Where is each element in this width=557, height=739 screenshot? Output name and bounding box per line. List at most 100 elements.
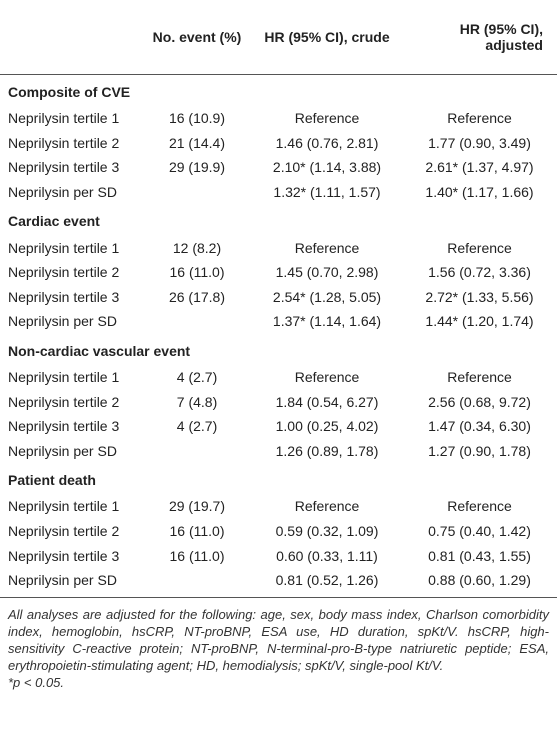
crude-cell: 2.54* (1.28, 5.05) <box>272 288 382 305</box>
crude-cell: 0.60 (0.33, 1.11) <box>276 547 378 564</box>
events-cell <box>142 309 252 334</box>
events-cell <box>142 439 252 464</box>
adjusted-cell: Reference <box>447 110 512 127</box>
events-cell: 4 (2.7) <box>176 418 218 435</box>
data-row: Neprilysin per SD 1.26 (0.89, 1.78) 1.27 (… <box>0 439 557 464</box>
section-row: Non-cardiac vascular event <box>0 334 557 365</box>
section-row: Patient death <box>0 463 557 494</box>
section-title: Cardiac event <box>8 213 100 230</box>
footnote: All analyses are adjusted for the follow… <box>8 606 549 673</box>
row-label: Neprilysin tertile 2 <box>8 134 120 151</box>
events-cell: 7 (4.8) <box>176 393 218 410</box>
data-row: Neprilysin per SD 1.32* (1.11, 1.57) 1.40*… <box>0 180 557 205</box>
crude-cell: 0.59 (0.32, 1.09) <box>275 523 379 540</box>
adjusted-cell: 1.40* (1.17, 1.66) <box>425 184 534 201</box>
events-cell: 16 (11.0) <box>169 264 225 281</box>
data-row: Neprilysin tertile 2 16 (11.0) 1.45 (0.70,… <box>0 260 557 285</box>
row-label: Neprilysin per SD <box>0 567 142 598</box>
data-row: Neprilysin tertile 1 16 (10.9) Reference Re… <box>0 106 557 131</box>
crude-cell: 1.26 (0.89, 1.78) <box>275 442 379 459</box>
section-title: Non-cardiac vascular event <box>8 342 191 359</box>
events-cell: 16 (11.0) <box>169 523 225 540</box>
crude-cell: 1.00 (0.25, 4.02) <box>275 418 379 435</box>
adjusted-cell: 2.56 (0.68, 9.72) <box>428 393 531 410</box>
row-label: Neprilysin tertile 3 <box>8 418 120 435</box>
events-cell: 29 (19.9) <box>168 159 226 176</box>
row-label: Neprilysin tertile 1 <box>8 498 120 515</box>
events-cell: 4 (2.7) <box>176 369 218 386</box>
row-label: Neprilysin tertile 1 <box>8 369 120 386</box>
adjusted-cell: Reference <box>447 239 512 256</box>
crude-cell: Reference <box>294 498 360 515</box>
adjusted-cell: Reference <box>447 498 512 515</box>
data-row: Neprilysin tertile 1 29 (19.7) Reference Re… <box>0 494 557 519</box>
footnote: *p < 0.05. <box>8 674 65 690</box>
row-label: Neprilysin per SD <box>8 442 117 459</box>
row-label: Neprilysin tertile 3 <box>8 159 120 176</box>
results-table: No. event (%) HR (95% CI), crude HR (95%… <box>0 0 557 598</box>
crude-cell: 2.10* (1.14, 3.88) <box>272 159 382 176</box>
adjusted-cell: 0.75 (0.40, 1.42) <box>428 523 531 540</box>
table-body: Composite of CVE Neprilysin tertile 1 16 (… <box>0 75 557 598</box>
adjusted-cell: 0.81 (0.43, 1.55) <box>428 547 531 564</box>
data-row: Neprilysin tertile 2 7 (4.8) 1.84 (0.54, 6… <box>0 389 557 414</box>
header-blank <box>0 0 142 75</box>
row-label: Neprilysin tertile 3 <box>8 288 120 305</box>
row-label: Neprilysin tertile 1 <box>8 239 120 256</box>
crude-cell: 0.81 (0.52, 1.26) <box>252 567 402 598</box>
data-row: Neprilysin tertile 3 16 (11.0) 0.60 (0.33,… <box>0 543 557 568</box>
data-row: Neprilysin per SD 0.81 (0.52, 1.26) 0.88 (… <box>0 567 557 598</box>
events-cell <box>142 180 252 205</box>
adjusted-cell: 2.72* (1.33, 5.56) <box>425 288 534 305</box>
events-cell: 21 (14.4) <box>168 134 226 151</box>
events-cell: 29 (19.7) <box>168 498 226 515</box>
data-row: Neprilysin per SD 1.37* (1.14, 1.64) 1.44*… <box>0 309 557 334</box>
crude-cell: 1.45 (0.70, 2.98) <box>275 264 379 281</box>
row-label: Neprilysin tertile 2 <box>8 264 120 281</box>
crude-cell: 1.84 (0.54, 6.27) <box>275 393 379 410</box>
data-row: Neprilysin tertile 1 4 (2.7) Reference Refe… <box>0 365 557 390</box>
crude-cell: 1.37* (1.14, 1.64) <box>272 313 382 330</box>
data-row: Neprilysin tertile 3 29 (19.9) 2.10* (1.14… <box>0 155 557 180</box>
section-row: Cardiac event <box>0 204 557 235</box>
data-row: Neprilysin tertile 3 26 (17.8) 2.54* (1.28… <box>0 285 557 310</box>
header-crude: HR (95% CI), crude <box>252 0 402 75</box>
adjusted-cell: 1.47 (0.34, 6.30) <box>428 418 531 435</box>
section-row: Composite of CVE <box>0 75 557 107</box>
events-cell: 16 (10.9) <box>168 110 226 127</box>
footnotes: All analyses are adjusted for the follow… <box>0 598 557 691</box>
data-row: Neprilysin tertile 1 12 (8.2) Reference Ref… <box>0 235 557 260</box>
data-row: Neprilysin tertile 2 16 (11.0) 0.59 (0.32,… <box>0 519 557 544</box>
row-label: Neprilysin tertile 2 <box>8 393 120 410</box>
adjusted-cell: 2.61* (1.37, 4.97) <box>425 159 534 176</box>
data-row: Neprilysin tertile 3 4 (2.7) 1.00 (0.25, 4… <box>0 414 557 439</box>
events-cell: 26 (17.8) <box>168 288 226 305</box>
adjusted-cell: 1.27 (0.90, 1.78) <box>428 442 531 459</box>
header-events: No. event (%) <box>142 0 252 75</box>
row-label: Neprilysin tertile 2 <box>8 523 120 540</box>
events-cell: 12 (8.2) <box>172 239 222 256</box>
row-label: Neprilysin tertile 1 <box>8 110 120 127</box>
row-label: Neprilysin tertile 3 <box>8 547 120 564</box>
adjusted-cell: 1.77 (0.90, 3.49) <box>428 134 531 151</box>
table-header: No. event (%) HR (95% CI), crude HR (95%… <box>0 0 557 75</box>
crude-cell: Reference <box>294 369 360 386</box>
crude-cell: 1.46 (0.76, 2.81) <box>275 134 379 151</box>
section-title: Composite of CVE <box>8 84 131 100</box>
data-row: Neprilysin tertile 2 21 (14.4) 1.46 (0.76,… <box>0 131 557 156</box>
adjusted-cell: 0.88 (0.60, 1.29) <box>402 567 557 598</box>
adjusted-cell: 1.56 (0.72, 3.36) <box>428 264 531 281</box>
header-adjusted: HR (95% CI), adjusted <box>402 0 557 75</box>
header-row: No. event (%) HR (95% CI), crude HR (95%… <box>0 0 557 75</box>
row-label: Neprilysin per SD <box>8 313 117 330</box>
adjusted-cell: 1.44* (1.20, 1.74) <box>425 313 534 330</box>
events-cell: 16 (11.0) <box>169 547 225 564</box>
events-cell <box>142 567 252 598</box>
crude-cell: Reference <box>294 110 360 127</box>
section-title: Patient death <box>8 472 96 489</box>
row-label: Neprilysin per SD <box>8 184 117 201</box>
crude-cell: Reference <box>294 239 360 256</box>
crude-cell: 1.32* (1.11, 1.57) <box>273 184 381 201</box>
adjusted-cell: Reference <box>447 369 512 386</box>
